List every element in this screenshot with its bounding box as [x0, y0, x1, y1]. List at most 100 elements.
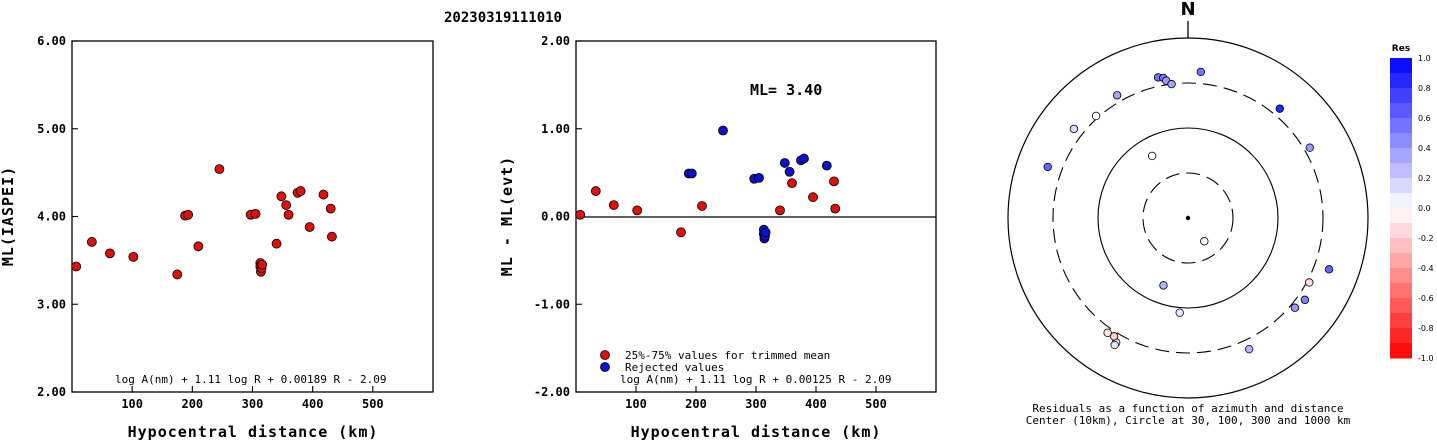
y-tick-label: -1.00	[534, 297, 570, 311]
x-tick-label: 100	[121, 397, 143, 411]
station-point	[1112, 91, 1122, 100]
y-tick-label: 1.00	[541, 122, 570, 136]
y-axis-label: ML - ML(evt)	[498, 156, 516, 276]
colorbar-cell	[1390, 313, 1412, 329]
data-point	[784, 166, 795, 177]
colorbar-cell	[1390, 208, 1412, 224]
station-point	[1200, 237, 1209, 246]
colorbar-cell	[1390, 298, 1412, 314]
legend-marker-trimmed	[600, 350, 610, 360]
x-tick-label: 200	[181, 397, 203, 411]
station-point	[1244, 344, 1254, 354]
station-point	[1305, 278, 1314, 287]
data-point	[318, 189, 329, 200]
data-point	[283, 209, 294, 220]
x-ticks: 100 200 300 400 500	[121, 386, 384, 411]
data-point	[830, 203, 841, 214]
y-tick-label: 0.00	[541, 210, 570, 224]
data-point	[821, 160, 832, 171]
colorbar-tick-label: 0.8	[1418, 84, 1431, 93]
ml-vs-distance-panel: 100 200 300 400 500 2.00 3.00 4.00 5.00 6.00 log…	[0, 34, 434, 441]
data-point	[214, 164, 225, 175]
data-point	[325, 203, 336, 214]
legend: 25%-75% values for trimmed mean Rejected…	[600, 349, 830, 374]
colorbar-ticks: 1.0 0.8 0.6 0.4 0.2 0.0 -0.2 -0.4 -0.6 -0.8 -1.0	[1418, 54, 1434, 363]
data-points	[71, 164, 337, 280]
residual-colorbar: Res 1.0 0.8 0.6 0.4 0.2 0.0 -0.2 -0.4 -0.6 -0.8 -1…	[1390, 44, 1434, 363]
data-point	[775, 205, 785, 216]
colorbar-tick-label: -0.2	[1418, 234, 1434, 243]
data-point	[257, 259, 268, 270]
colorbar-cell	[1390, 253, 1412, 269]
data-point	[271, 238, 282, 249]
station-point	[1103, 328, 1112, 337]
formula-label: log A(nm) + 1.11 log R + 0.00125 R - 2.0…	[620, 373, 892, 386]
colorbar-cell	[1390, 328, 1412, 344]
colorbar-cell	[1390, 103, 1412, 119]
data-point	[71, 261, 82, 272]
data-point	[86, 237, 97, 247]
colorbar-cell	[1390, 223, 1412, 239]
data-point	[128, 251, 139, 262]
circle-1000km	[1007, 37, 1369, 399]
north-label: N	[1180, 0, 1195, 20]
station-point	[1196, 67, 1205, 77]
colorbar-cell	[1390, 148, 1412, 164]
caption-line-2: Center (10km), Circle at 30, 100, 300 an…	[1026, 414, 1351, 427]
x-tick-label: 100	[625, 397, 647, 411]
data-point	[632, 205, 643, 216]
station-point	[1324, 265, 1334, 274]
station-point	[1167, 79, 1176, 89]
colorbar-cell	[1390, 58, 1412, 74]
data-point	[779, 158, 790, 168]
colorbar-cell	[1390, 268, 1412, 284]
station-point	[1147, 151, 1157, 161]
colorbar-tick-label: 0.2	[1418, 174, 1431, 183]
y-tick-label: 6.00	[37, 34, 66, 48]
colorbar-cell	[1390, 133, 1412, 149]
x-tick-label: 300	[745, 397, 767, 411]
circle-100km	[1097, 127, 1279, 309]
station-point	[1109, 332, 1119, 341]
azimuth-residual-panel: N Residuals as a function of azimuth and…	[1007, 0, 1369, 427]
station-point	[1069, 124, 1079, 134]
station-points	[1043, 67, 1334, 354]
caption-line-1: Residuals as a function of azimuth and d…	[1032, 402, 1343, 415]
colorbar-cell	[1390, 178, 1412, 194]
data-point	[327, 231, 337, 242]
y-tick-label: 2.00	[37, 385, 66, 399]
colorbar-tick-label: -0.8	[1418, 324, 1434, 333]
colorbar-cell	[1390, 88, 1412, 104]
data-point	[281, 200, 292, 210]
formula-label: log A(nm) + 1.11 log R + 0.00189 R - 2.0…	[115, 373, 387, 386]
colorbar-cell	[1390, 238, 1412, 254]
y-ticks: -2.00 -1.00 0.00 1.00 2.00	[534, 34, 582, 399]
station-point	[1110, 340, 1119, 350]
station-point	[1275, 104, 1284, 113]
x-tick-label: 500	[865, 397, 887, 411]
y-axis-label: ML(IASPEI)	[0, 166, 17, 266]
legend-marker-rejected	[600, 362, 610, 372]
data-point	[799, 153, 809, 164]
circle-300km	[1052, 82, 1324, 354]
data-point	[808, 192, 818, 203]
data-point	[250, 208, 261, 219]
x-axis-label: Hypocentral distance (km)	[128, 423, 379, 441]
y-ticks: 2.00 3.00 4.00 5.00 6.00	[37, 34, 78, 399]
data-point	[105, 248, 115, 259]
y-tick-label: -2.00	[534, 385, 570, 399]
station-point	[1305, 143, 1315, 152]
station-point	[1300, 295, 1310, 305]
data-point	[172, 269, 183, 280]
x-tick-label: 500	[362, 397, 384, 411]
data-point	[276, 191, 287, 202]
x-tick-label: 400	[302, 397, 324, 411]
data-point	[193, 241, 204, 252]
x-tick-label: 300	[242, 397, 264, 411]
data-point	[760, 227, 771, 238]
data-point	[590, 186, 601, 196]
data-point	[787, 178, 797, 189]
data-point	[829, 176, 839, 187]
residual-vs-distance-panel: 100 200 300 400 500 -2.00 -1.00 0.00 1.00 2.00 M…	[498, 34, 937, 441]
